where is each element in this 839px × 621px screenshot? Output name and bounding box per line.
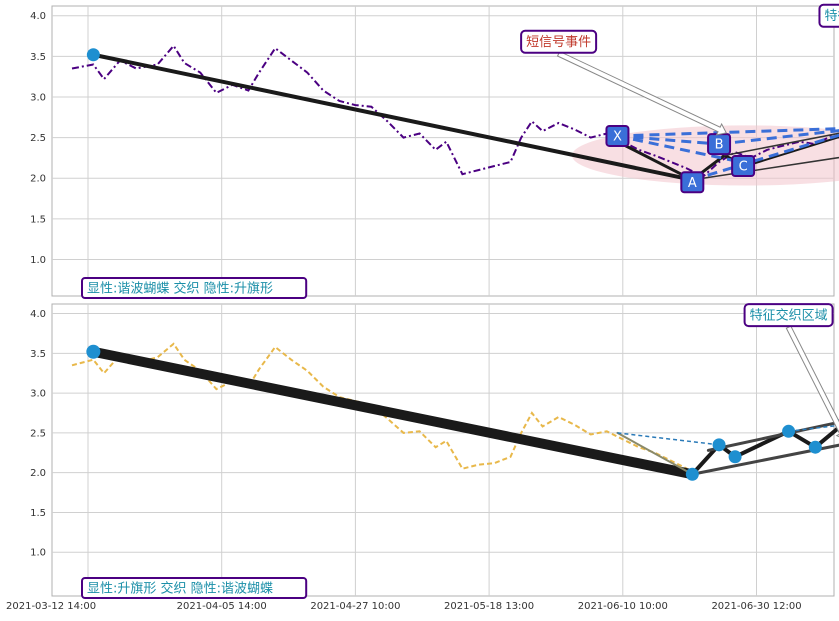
annotation-arrow xyxy=(556,50,728,136)
pattern-line xyxy=(690,443,839,476)
dashed-pattern-line xyxy=(691,133,839,182)
y-tick-label: 1.5 xyxy=(30,508,46,519)
annotation-box xyxy=(743,303,834,328)
y-tick-label: 3.0 xyxy=(30,389,46,400)
dashed-pattern-line xyxy=(617,432,720,446)
y-tick-label: 1.0 xyxy=(30,548,46,559)
price-series-line xyxy=(71,342,688,470)
x-tick-label: 2021-05-18 13:00 xyxy=(444,601,534,612)
grid xyxy=(52,304,834,596)
annotation-box xyxy=(520,29,598,54)
point-label-text: A xyxy=(688,176,697,191)
x-tick-label: 2021-06-30 12:00 xyxy=(711,601,801,612)
point-label-box xyxy=(731,155,756,178)
top-panel: 1.01.52.02.53.03.54.0XABCD短信号事件特征交织区域显性:… xyxy=(30,3,839,299)
dashed-pattern-line xyxy=(617,134,741,164)
annotation-text: 特征交织区域 xyxy=(824,8,839,24)
pattern-line xyxy=(616,431,694,476)
pattern-line xyxy=(744,136,839,168)
y-tick-label: 1.5 xyxy=(30,214,46,225)
y-tick-label: 1.0 xyxy=(30,255,46,266)
dashed-pattern-line xyxy=(718,129,839,146)
pattern-line xyxy=(88,346,698,480)
caption-text: 显性:谐波蝴蝶 交织 隐性:升旗形 xyxy=(87,281,273,297)
point-label-text: C xyxy=(739,160,748,175)
pattern-line xyxy=(691,156,839,181)
dashed-pattern-line xyxy=(617,134,720,146)
y-tick-label: 2.0 xyxy=(30,174,46,185)
anchor-point xyxy=(685,467,699,481)
annotation-text: 特征交织区域 xyxy=(750,308,828,324)
y-tick-label: 3.5 xyxy=(30,52,46,63)
y-tick-label: 2.5 xyxy=(30,428,46,439)
y-tick-label: 2.5 xyxy=(30,133,46,144)
pattern-line xyxy=(91,52,695,182)
annotation-box xyxy=(818,3,839,28)
point-label-text: X xyxy=(613,129,622,144)
x-tick-label: 2021-03-12 14:00 xyxy=(6,601,96,612)
anchor-point xyxy=(86,344,101,359)
pattern-line xyxy=(615,140,694,182)
point-label-text: B xyxy=(715,138,724,153)
x-tick-label: 2021-06-10 10:00 xyxy=(578,601,668,612)
plot-frame xyxy=(51,303,835,597)
anchor-point xyxy=(86,48,100,62)
point-label-box xyxy=(605,124,630,147)
annotation-arrow xyxy=(785,325,839,438)
anchor-point xyxy=(782,424,796,438)
dashed-pattern-line xyxy=(617,127,839,138)
y-tick-label: 3.5 xyxy=(30,349,46,360)
anchor-point xyxy=(712,438,726,452)
grid xyxy=(52,6,834,296)
x-tick-label: 2021-04-05 14:00 xyxy=(177,601,267,612)
dashed-pattern-line xyxy=(788,424,839,433)
pattern-line xyxy=(723,132,839,157)
y-tick-label: 3.0 xyxy=(30,92,46,103)
annotation-text: 短信号事件 xyxy=(526,35,591,50)
x-tick-label: 2021-04-27 10:00 xyxy=(310,601,400,612)
y-tick-label: 2.0 xyxy=(30,468,46,479)
anchor-point xyxy=(728,450,742,464)
caption-box xyxy=(81,277,308,299)
y-tick-label: 4.0 xyxy=(30,309,46,320)
caption-box xyxy=(81,577,308,599)
y-tick-label: 4.0 xyxy=(30,11,46,22)
anchor-point xyxy=(808,440,822,454)
caption-text: 显性:升旗形 交织 隐性:谐波蝴蝶 xyxy=(87,581,273,597)
point-label-box xyxy=(680,171,705,194)
